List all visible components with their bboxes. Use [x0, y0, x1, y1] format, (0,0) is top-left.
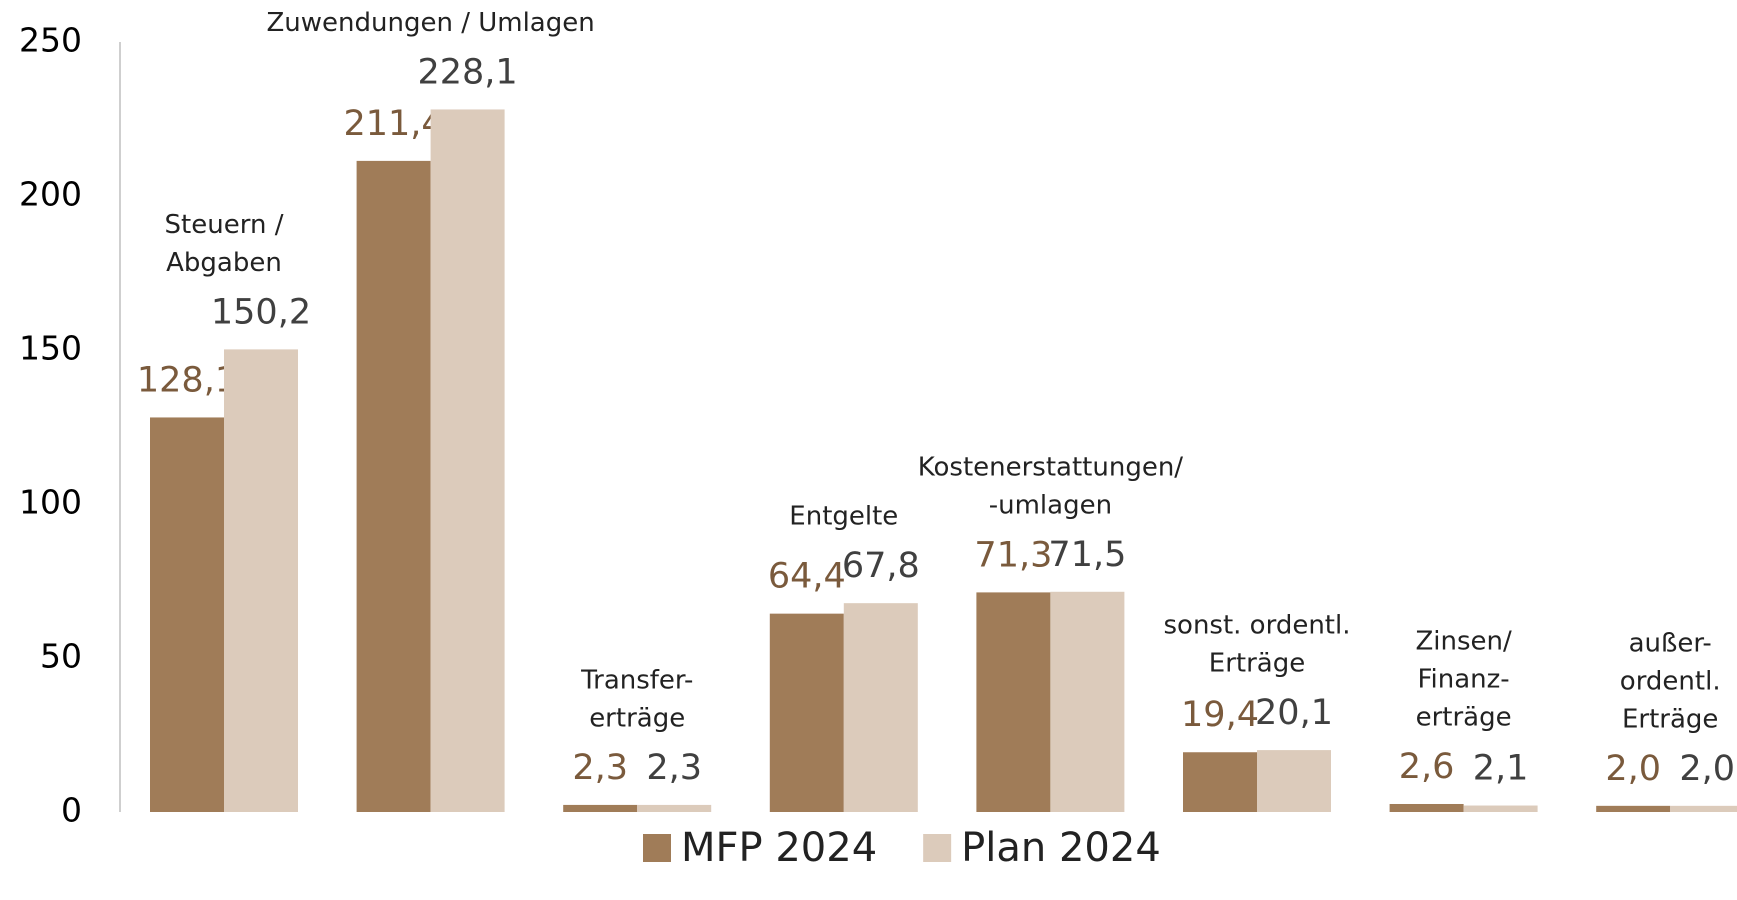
value-label: 211,4: [343, 104, 443, 144]
value-label: 2,3: [572, 748, 628, 788]
value-label: 150,2: [211, 292, 311, 332]
bar: [1050, 591, 1125, 812]
category-label: Finanz-: [1417, 664, 1509, 694]
value-label: 64,4: [768, 557, 846, 597]
bar: [1183, 752, 1257, 812]
value-label: 2,6: [1399, 747, 1455, 787]
bar: [976, 592, 1051, 812]
bar: [1257, 750, 1331, 812]
value-label: 19,4: [1181, 695, 1259, 735]
category-label: erträge: [589, 703, 685, 733]
bar: [430, 109, 505, 812]
category-label: Erträge: [1622, 704, 1718, 734]
bar: [1463, 805, 1538, 812]
y-tick-label: 100: [19, 483, 82, 522]
category-label: Zinsen/: [1415, 626, 1512, 656]
bar: [356, 160, 431, 812]
value-label: 2,3: [646, 748, 702, 788]
value-label: 2,1: [1473, 749, 1529, 789]
category-label: außer-: [1629, 628, 1712, 658]
bar: [1389, 803, 1464, 812]
category-label: Kostenerstattungen/: [918, 452, 1184, 482]
category-label: ordentl.: [1620, 666, 1721, 696]
bar: [637, 804, 712, 812]
bar: [1670, 805, 1737, 812]
value-label: 71,5: [1048, 535, 1126, 575]
category-label: -umlagen: [989, 490, 1112, 520]
legend-label: Plan 2024: [961, 825, 1161, 871]
value-label: 2,0: [1679, 749, 1735, 789]
y-tick-label: 0: [61, 791, 82, 830]
category-label: Entgelte: [789, 502, 898, 532]
bar: [563, 804, 638, 812]
category-label: Transfer-: [580, 665, 693, 695]
category-label: Abgaben: [166, 248, 282, 278]
value-label: 228,1: [417, 52, 517, 92]
category-label: sonst. ordentl.: [1163, 611, 1350, 641]
y-tick-label: 50: [40, 637, 82, 676]
bar: [1596, 805, 1671, 812]
bar: [843, 603, 918, 812]
value-label: 67,8: [842, 546, 920, 586]
category-label: erträge: [1416, 702, 1512, 732]
bar: [224, 349, 298, 812]
legend-swatch: [923, 834, 952, 862]
category-label: Erträge: [1209, 649, 1305, 679]
value-label: 20,1: [1255, 693, 1333, 733]
legend-label: MFP 2024: [681, 825, 877, 871]
legend-swatch: [643, 834, 671, 862]
value-label: 2,0: [1605, 749, 1661, 789]
category-label: Zuwendungen / Umlagen: [266, 8, 594, 38]
y-tick-label: 200: [19, 175, 82, 214]
value-label: 128,1: [137, 360, 237, 400]
bar: [769, 613, 844, 812]
bar: [150, 417, 224, 812]
y-tick-label: 250: [19, 21, 82, 60]
y-tick-label: 150: [19, 329, 82, 368]
category-label: Steuern /: [165, 210, 284, 240]
value-label: 71,3: [974, 535, 1052, 575]
